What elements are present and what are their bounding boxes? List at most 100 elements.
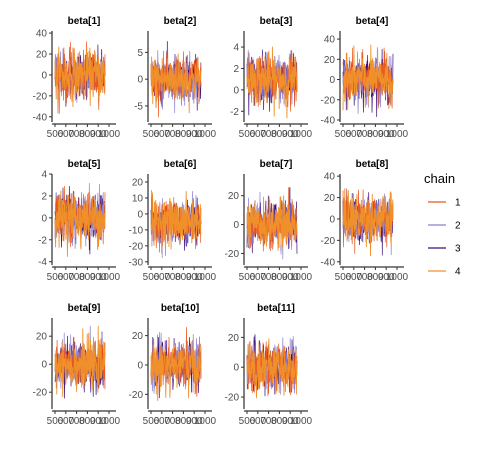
y-tick-label: 0 [41,70,47,81]
x-tick-label: 700 [164,416,181,427]
x-tick-label: 1000 [386,272,409,283]
x-tick-label: 900 [90,129,107,140]
panel-title: beta[11] [257,303,295,314]
y-tick-label: 0 [41,213,47,224]
legend-title: chain [424,171,455,186]
x-tick-label: 500 [143,416,160,427]
y-tick-label: 4 [233,43,239,54]
y-tick-label: -2 [230,107,239,118]
trace-line-chain-4 [54,190,106,257]
x-tick-label: 1000 [290,272,313,283]
legend-label: 4 [455,267,461,278]
trace-line-chain-4 [150,190,202,256]
x-tick-label: 600 [57,416,74,427]
panel-title: beta[7] [260,159,293,170]
x-tick-label: 500 [143,129,160,140]
y-tick-label: 40 [324,35,336,46]
x-tick-label: 800 [271,416,288,427]
x-tick-label: 500 [47,416,64,427]
x-tick-label: 800 [79,272,96,283]
y-tick-label: 20 [36,332,48,343]
y-tick-label: -10 [129,225,144,236]
x-tick-label: 900 [186,129,203,140]
y-tick-label: 20 [324,55,336,66]
y-tick-label: -20 [321,95,336,106]
legend-label: 2 [455,221,461,232]
x-tick-label: 600 [249,129,266,140]
x-tick-label: 800 [271,272,288,283]
trace-line-chain-4 [150,53,202,114]
x-tick-label: 1000 [290,416,313,427]
y-tick-label: -2 [38,235,47,246]
y-tick-label: -20 [129,390,144,401]
y-tick-label: 20 [228,191,240,202]
trace-line-chain-4 [54,46,106,114]
y-tick-label: 20 [132,177,144,188]
x-tick-label: 700 [356,272,373,283]
y-tick-label: 2 [233,64,239,75]
y-tick-label: 20 [324,193,336,204]
y-tick-label: -30 [129,257,144,268]
x-tick-label: 1000 [290,129,313,140]
y-tick-label: -20 [225,249,240,260]
trace-line-chain-4 [246,338,298,399]
x-tick-label: 500 [335,272,352,283]
x-tick-label: 700 [68,272,85,283]
x-tick-label: 700 [164,272,181,283]
x-tick-label: 600 [57,272,74,283]
trace-line-chain-4 [246,46,298,119]
y-tick-label: -20 [33,91,48,102]
y-tick-label: 5 [137,48,143,59]
x-tick-label: 600 [249,416,266,427]
y-tick-label: 0 [233,220,239,231]
y-tick-label: 0 [233,363,239,374]
y-tick-label: 40 [324,172,336,183]
x-tick-label: 700 [260,272,277,283]
y-tick-label: 40 [36,29,48,40]
x-tick-label: 1000 [98,129,121,140]
y-tick-label: 0 [137,209,143,220]
legend: chain 1 2 3 4 [424,171,461,278]
trace-line-chain-4 [150,333,202,399]
x-tick-label: 800 [367,272,384,283]
y-tick-label: -20 [33,388,48,399]
panel-title: beta[1] [68,16,101,27]
trace-line-chain-4 [342,188,394,257]
trace-line-chain-4 [54,325,106,398]
x-tick-label: 600 [153,129,170,140]
legend-label: 3 [455,244,461,255]
x-tick-label: 700 [356,129,373,140]
x-tick-label: 600 [153,272,170,283]
x-tick-label: 900 [186,416,203,427]
y-tick-label: 4 [41,170,47,181]
x-tick-label: 1000 [98,272,121,283]
x-tick-label: 600 [153,416,170,427]
x-tick-label: 800 [175,272,192,283]
trace-line-chain-4 [342,44,394,111]
panel-title: beta[4] [356,16,389,27]
x-tick-label: 700 [68,416,85,427]
panel-title: beta[6] [164,159,197,170]
panel-title: beta[8] [356,159,389,170]
x-tick-label: 1000 [386,129,409,140]
y-tick-label: -40 [33,112,48,123]
x-tick-label: 800 [79,416,96,427]
x-tick-label: 800 [175,416,192,427]
x-tick-label: 600 [249,272,266,283]
x-tick-label: 1000 [194,129,217,140]
panel-title: beta[5] [68,159,101,170]
y-tick-label: -5 [134,101,143,112]
x-tick-label: 800 [79,129,96,140]
x-tick-label: 700 [164,129,181,140]
y-tick-label: 0 [233,85,239,96]
y-tick-label: 0 [137,360,143,371]
x-tick-label: 500 [47,272,64,283]
y-tick-label: -40 [321,257,336,268]
x-tick-label: 900 [282,272,299,283]
x-tick-label: 600 [345,129,362,140]
